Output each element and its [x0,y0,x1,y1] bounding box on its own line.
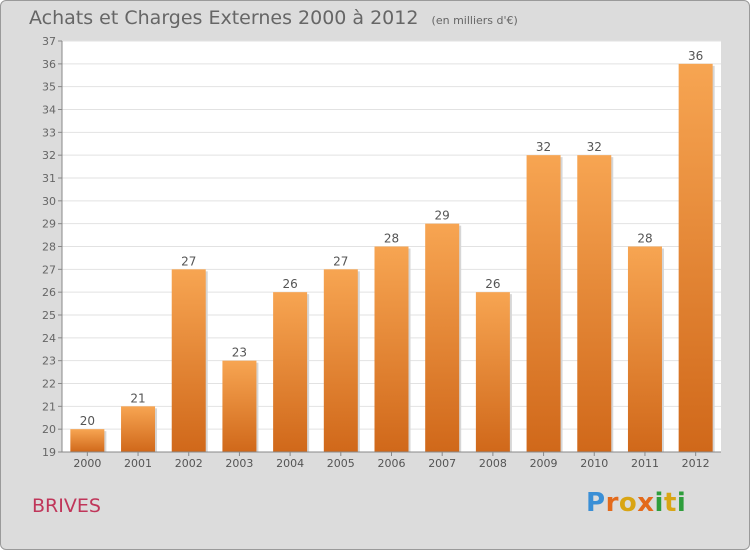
bar-value-label: 32 [587,140,602,154]
y-tick-label: 24 [42,332,56,345]
bar-2004 [273,292,308,452]
x-tick-label: 2001 [124,457,152,470]
logo-letter: r [605,488,619,518]
bar-2011 [627,246,662,452]
x-tick-label: 2006 [378,457,406,470]
bar-2001 [121,406,156,452]
proxiti-logo: Proxiti [586,488,686,518]
x-tick-label: 2008 [479,457,507,470]
bar-value-label: 26 [282,277,297,291]
axes: 19 20 21 22 23 24 25 26 27 28 29 30 31 32 33 34 35 36 37 20… [42,35,721,470]
x-tick-label: 2010 [580,457,608,470]
x-tick-label: 2012 [682,457,710,470]
bar-value-label: 32 [536,140,551,154]
bar-2003 [222,360,257,452]
y-tick-label: 32 [42,149,56,162]
y-tick-label: 30 [42,195,56,208]
x-tick-label: 2004 [276,457,304,470]
y-tick-label: 20 [42,423,56,436]
bar-value-label: 29 [435,209,450,223]
logo-letter: i [676,488,687,518]
chart-unit: (en milliers d'€) [431,14,518,27]
bar-2007 [425,223,460,452]
bar-value-label: 26 [485,277,500,291]
x-tick-label: 2005 [327,457,355,470]
x-tick-label: 2002 [175,457,203,470]
y-tick-label: 36 [42,58,56,71]
bar-2008 [475,292,510,452]
y-tick-label: 22 [42,378,56,391]
y-tick-label: 35 [42,81,56,94]
bar-2002 [171,269,206,452]
bar-value-label: 36 [688,49,703,63]
bar-value-label: 28 [637,232,652,246]
bar-value-label: 23 [232,346,247,360]
chart-title: Achats et Charges Externes 2000 à 2012 [29,7,419,29]
place-label: BRIVES [32,495,101,517]
y-tick-label: 28 [42,241,56,254]
y-tick-label: 25 [42,309,56,322]
logo-letter: t [663,488,677,518]
bars: 20 21 27 23 26 27 28 29 26 32 32 28 36 [70,49,715,452]
logo-letter: x [637,488,655,518]
y-tick-label: 29 [42,218,56,231]
bar-value-label: 27 [181,254,196,268]
bar-value-label: 20 [80,414,95,428]
y-tick-label: 34 [42,104,56,117]
bar-2000 [70,429,105,452]
y-tick-label: 19 [42,446,56,459]
x-tick-label: 2011 [631,457,659,470]
x-tick-label: 2009 [530,457,558,470]
y-tick-label: 33 [42,126,56,139]
y-tick-label: 26 [42,286,56,299]
x-tick-label: 2007 [428,457,456,470]
logo-letter: P [586,488,606,518]
bar-2010 [577,155,612,452]
bar-value-label: 27 [333,254,348,268]
bar-2012 [678,63,713,452]
x-tick-label: 2003 [225,457,253,470]
y-tick-label: 27 [42,263,56,276]
y-tick-label: 37 [42,35,56,48]
chart-title-block: Achats et Charges Externes 2000 à 2012 (… [29,7,518,29]
bar-2005 [323,269,358,452]
logo-letter: o [618,488,638,518]
logo-letter: i [654,488,664,518]
y-tick-label: 31 [42,172,56,185]
bar-2006 [374,246,409,452]
bar-2009 [526,155,561,452]
y-tick-label: 23 [42,355,56,368]
x-tick-label: 2000 [73,457,101,470]
bar-value-label: 21 [130,391,145,405]
y-tick-label: 21 [42,400,56,413]
bar-value-label: 28 [384,232,399,246]
